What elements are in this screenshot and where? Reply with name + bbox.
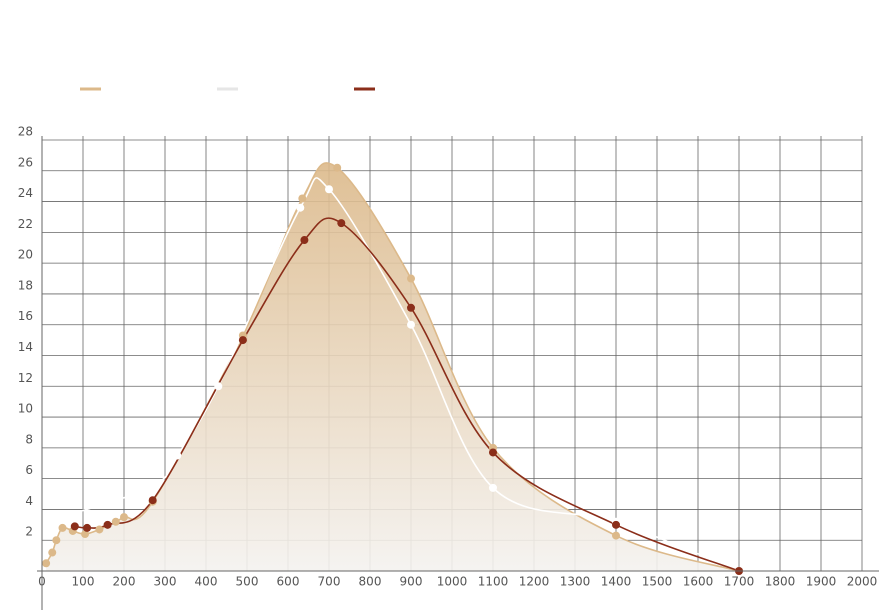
point <box>70 522 79 531</box>
point <box>337 219 346 228</box>
point <box>148 496 157 505</box>
y-tick-label: 14 <box>18 340 33 354</box>
x-tick-label: 1400 <box>601 575 632 589</box>
point <box>111 517 120 526</box>
point <box>52 536 61 545</box>
point <box>612 520 620 529</box>
x-tick-label: 1100 <box>478 575 509 589</box>
point <box>173 451 182 460</box>
point <box>81 530 90 539</box>
y-tick-label: 10 <box>18 402 33 416</box>
point <box>83 523 92 532</box>
y-tick-label: 8 <box>25 432 33 446</box>
point <box>489 448 497 457</box>
x-tick-label: 600 <box>277 575 300 589</box>
x-tick-label: 400 <box>195 575 218 589</box>
point <box>298 194 307 203</box>
point <box>58 523 67 532</box>
x-tick-label: 1000 <box>437 575 468 589</box>
y-tick-label: 24 <box>18 186 33 200</box>
x-tick-label: 1900 <box>806 575 837 589</box>
x-tick-label: 1500 <box>642 575 673 589</box>
y-tick-label: 12 <box>18 371 33 385</box>
x-tick-label: 2000 <box>847 575 878 589</box>
point <box>214 382 223 391</box>
y-tick-label: 26 <box>18 155 33 169</box>
y-tick-label: 20 <box>18 248 33 262</box>
y-tick-label: 18 <box>18 278 33 292</box>
x-tick-label: 100 <box>72 575 95 589</box>
x-tick-label: 1700 <box>724 575 755 589</box>
point <box>103 520 112 529</box>
x-tick-label: 1600 <box>683 575 714 589</box>
point <box>333 163 342 172</box>
y-tick-label: 16 <box>18 309 33 323</box>
y-tick-label: 28 <box>18 125 33 139</box>
point <box>300 236 309 245</box>
area <box>46 162 740 571</box>
point <box>407 303 415 312</box>
x-tick-label: 1300 <box>560 575 591 589</box>
point <box>296 203 305 212</box>
y-tick-label: 22 <box>18 217 33 231</box>
point <box>325 185 333 194</box>
x-tick-label: 800 <box>359 575 382 589</box>
y-tick-label: 4 <box>25 494 33 508</box>
point <box>62 511 71 520</box>
point <box>489 483 497 492</box>
y-tick-label: 6 <box>25 463 33 477</box>
x-tick-label: 900 <box>400 575 423 589</box>
x-tick-label: 200 <box>113 575 136 589</box>
point <box>95 525 104 534</box>
point <box>407 320 415 329</box>
x-tick-label: 500 <box>236 575 259 589</box>
point <box>42 559 51 568</box>
x-tick-label: 1800 <box>765 575 796 589</box>
x-tick-label: 1200 <box>519 575 550 589</box>
point <box>238 336 247 345</box>
point <box>48 548 57 557</box>
y-tick-label: 2 <box>25 525 33 539</box>
point <box>120 513 128 522</box>
point <box>407 274 415 283</box>
point <box>148 482 157 491</box>
x-tick-label: 700 <box>318 575 341 589</box>
point <box>612 531 620 540</box>
x-tick-label: 300 <box>154 575 177 589</box>
